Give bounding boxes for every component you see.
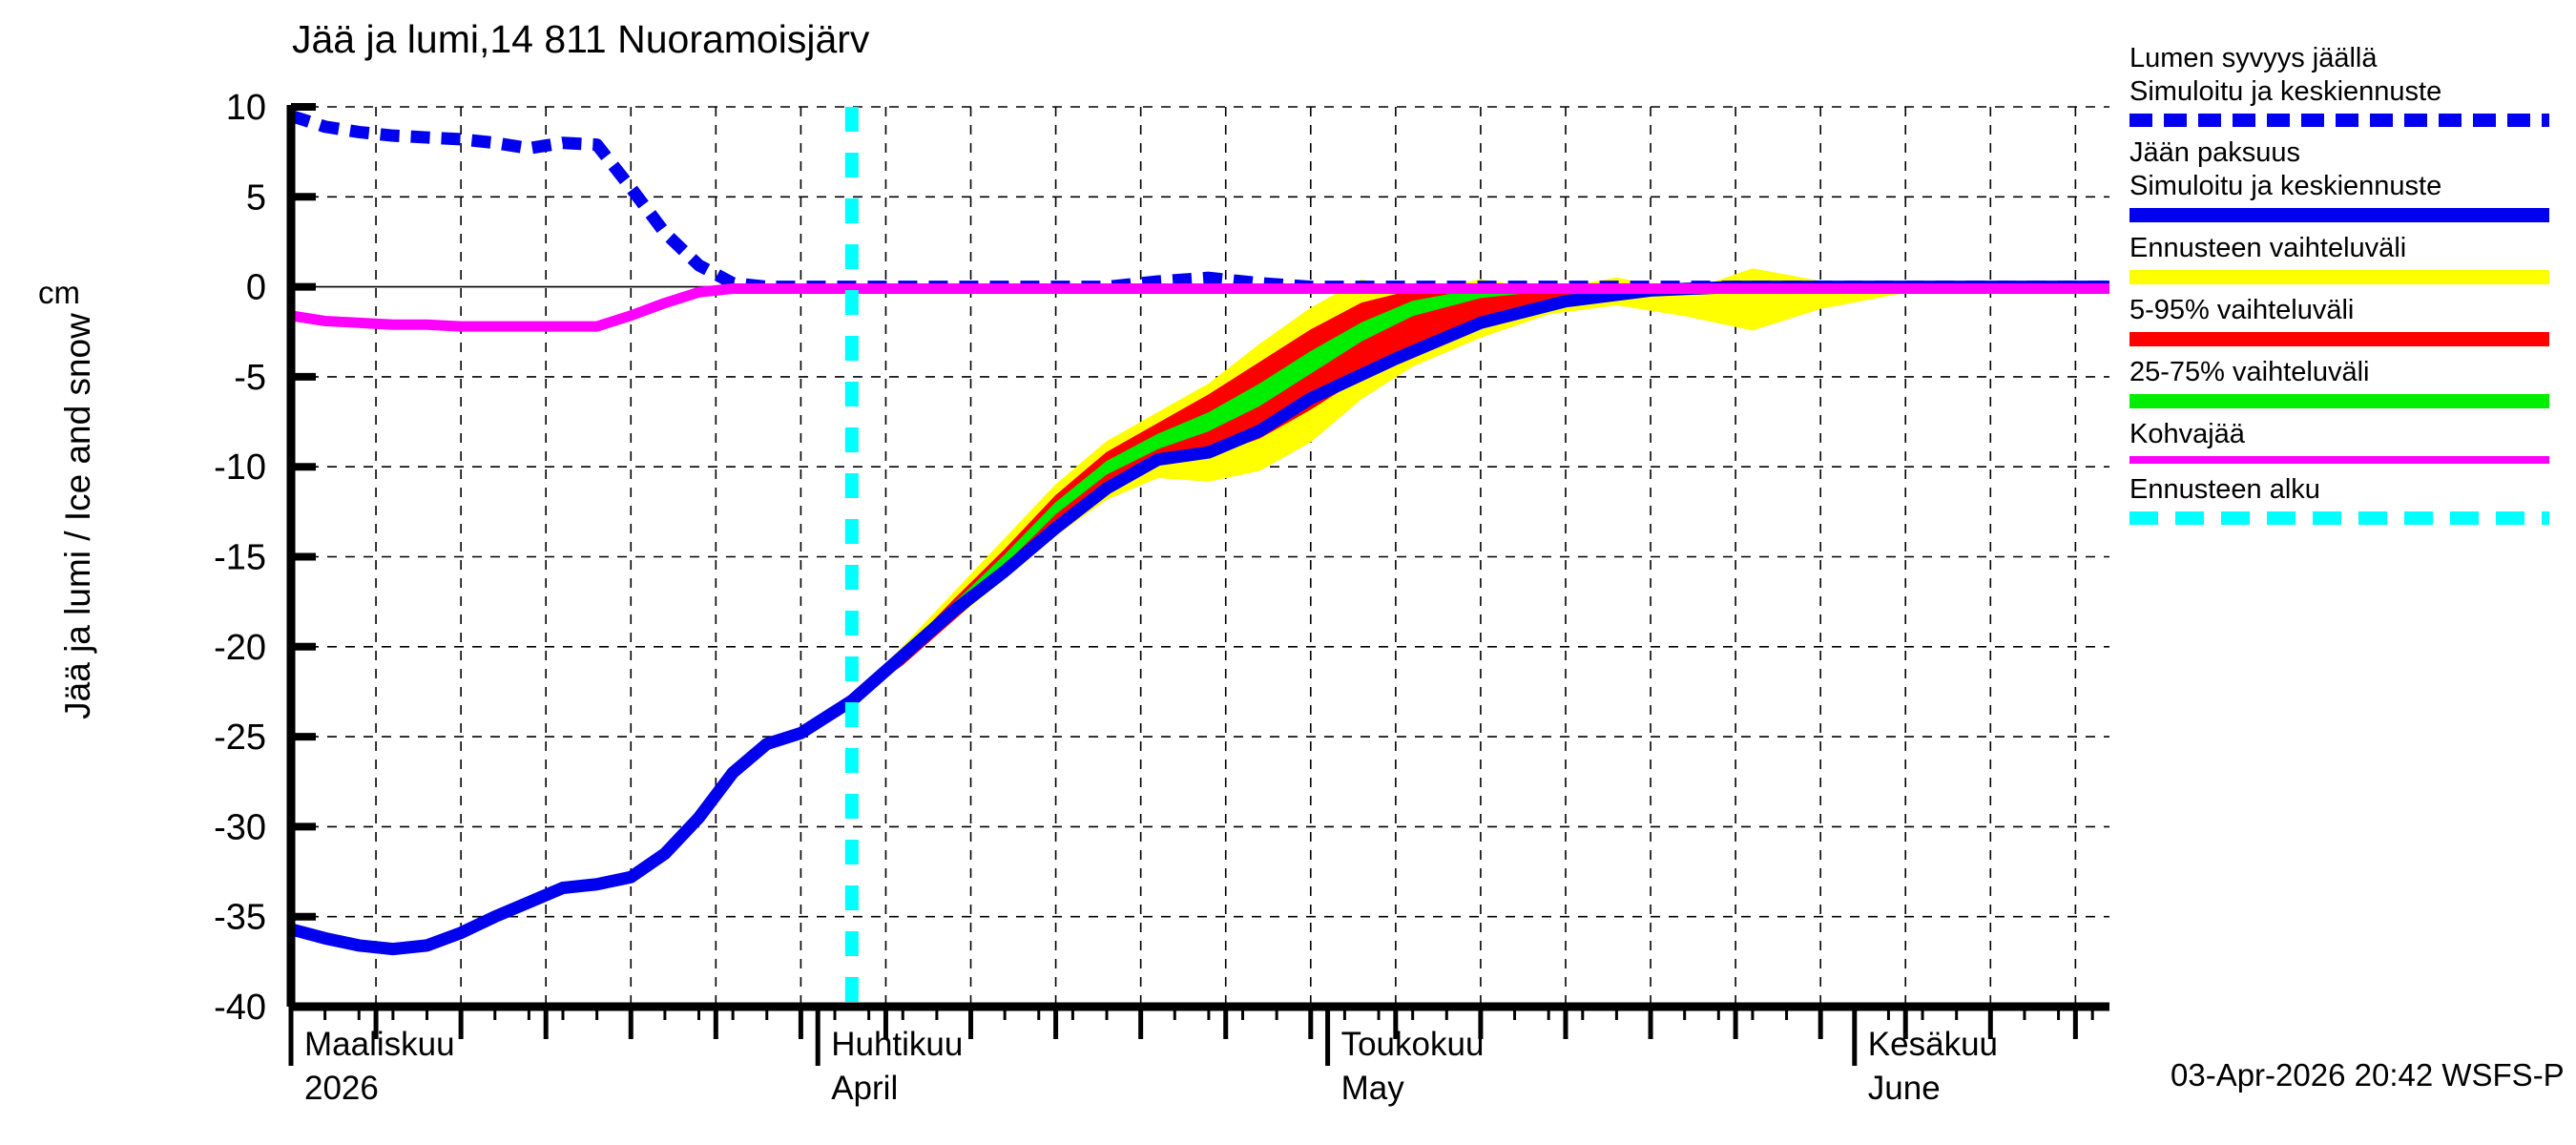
y-tick-label: 5	[246, 177, 266, 218]
legend-item-lumen-syvyys-j-ll-[interactable]: Lumen syvyys jäällä Simuloitu ja keskienn…	[2129, 42, 2576, 127]
x-month-label-en: June	[1867, 1070, 1941, 1107]
y-tick-labels: 10 5 0 -5 -10 -15 -20 -25 -30 -35 -40	[214, 88, 266, 1028]
y-tick-label: -40	[214, 988, 266, 1028]
grid-layer	[290, 106, 2109, 1008]
legend-item-ennusteen-alku[interactable]: Ennusteen alku	[2129, 473, 2576, 525]
legend-swatch-green-icon	[2129, 394, 2549, 408]
y-tick-label: -25	[214, 718, 266, 758]
legend-swatch-magenta-icon	[2129, 456, 2549, 464]
series-j-n-paksuus	[289, 281, 2109, 956]
x-month-label-fi: Kesäkuu	[1867, 1026, 1999, 1063]
legend-item-25-75-vaihteluv-li[interactable]: 25-75% vaihteluväli	[2129, 356, 2576, 408]
y-tick-label: -20	[214, 628, 266, 668]
x-month-label-en: May	[1340, 1070, 1404, 1107]
y-tick-label: -5	[234, 358, 266, 398]
y-tick-label: -35	[214, 898, 266, 938]
page-title: Jää ja lumi,14 811 Nuoramoisjärv	[292, 17, 870, 61]
y-tick-label: -10	[214, 448, 266, 488]
legend-item-kohvaj-[interactable]: Kohvajää	[2129, 418, 2576, 464]
legend-item-title: Lumen syvyys jäällä	[2129, 43, 2378, 73]
x-month-label-fi: Toukokuu	[1340, 1026, 1485, 1063]
y-tick-label: -30	[214, 807, 266, 847]
y-axis-label: Jää ja lumi / Ice and snow	[58, 313, 97, 719]
x-month-label-fi: Maaliskuu	[304, 1026, 455, 1063]
legend-item-subtitle: Simuloitu ja keskiennuste	[2129, 76, 2442, 107]
series-layer	[289, 110, 2109, 956]
series-kohvaj-	[290, 282, 2109, 332]
timestamp-footer: 03-Apr-2026 20:42 WSFS-P	[2171, 1057, 2565, 1093]
chart-legend: Lumen syvyys jäällä Simuloitu ja keskienn…	[2129, 42, 2576, 534]
legend-swatch-red-icon	[2129, 332, 2549, 346]
legend-swatch-solid-blue-icon	[2129, 208, 2549, 222]
legend-item-title: Kohvajää	[2129, 419, 2245, 449]
legend-item-title: Ennusteen vaihteluväli	[2129, 233, 2407, 263]
y-tick-label: -15	[214, 538, 266, 578]
x-month-label-fi: Huhtikuu	[831, 1026, 964, 1063]
axis-layer	[286, 103, 2109, 1066]
x-month-label-en: April	[831, 1070, 899, 1107]
y-tick-label: 10	[226, 88, 266, 128]
y-axis-unit: cm	[38, 275, 80, 310]
y-tick-label: 0	[246, 268, 266, 308]
legend-item-title: 5-95% vaihteluväli	[2129, 295, 2355, 325]
band-25-75-vaihteluv-li	[851, 286, 2109, 701]
legend-item-j-n-paksuus[interactable]: Jään paksuus Simuloitu ja keskiennuste	[2129, 136, 2576, 222]
legend-swatch-dash-cyan-icon	[2129, 511, 2549, 525]
legend-item-ennusteen-vaihteluv-li[interactable]: Ennusteen vaihteluväli	[2129, 232, 2576, 284]
legend-swatch-yellow-icon	[2129, 270, 2549, 284]
legend-item-title: Jään paksuus	[2129, 137, 2300, 168]
x-month-label-en: 2026	[304, 1070, 379, 1107]
legend-item-title: 25-75% vaihteluväli	[2129, 357, 2370, 387]
legend-item-subtitle: Simuloitu ja keskiennuste	[2129, 171, 2442, 201]
legend-item-5-95-vaihteluv-li[interactable]: 5-95% vaihteluväli	[2129, 294, 2576, 346]
legend-swatch-dash-blue-icon	[2129, 114, 2549, 127]
legend-item-title: Ennusteen alku	[2129, 474, 2320, 505]
